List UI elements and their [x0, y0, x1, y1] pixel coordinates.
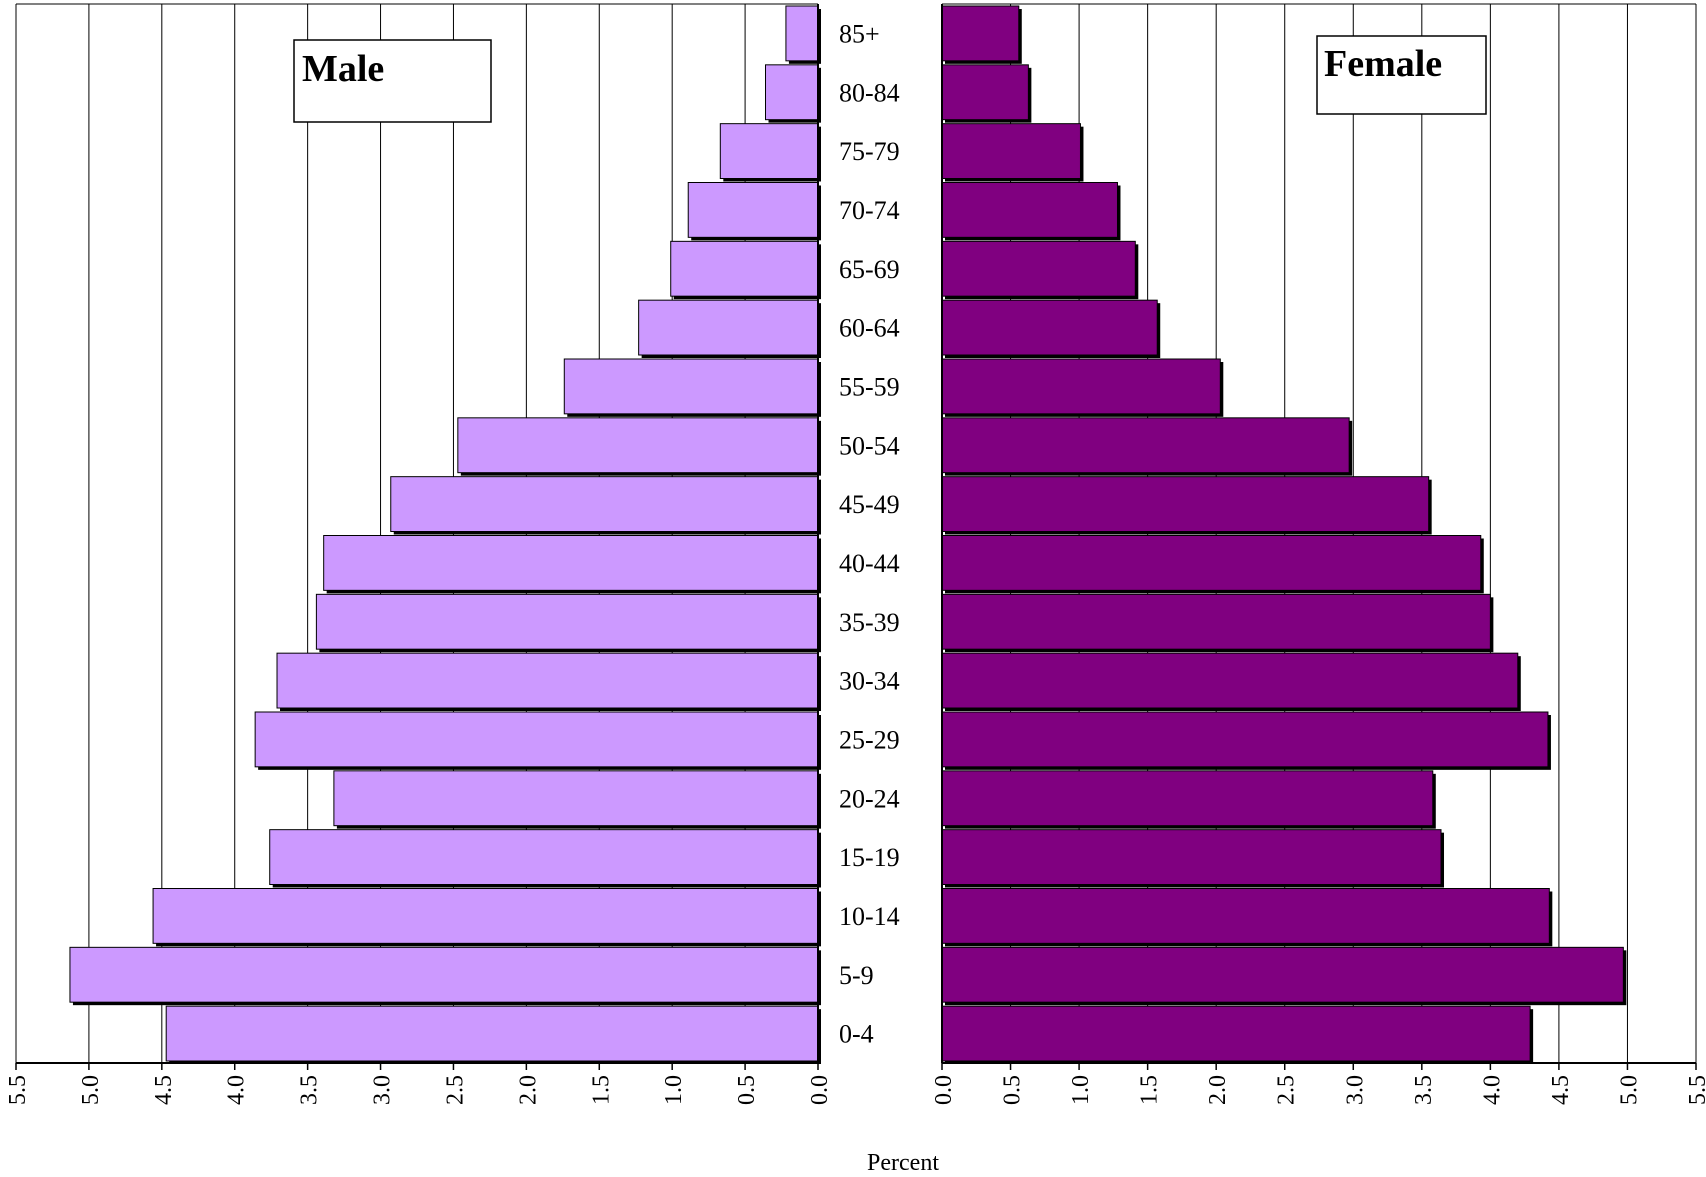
female-bar: [941, 770, 1434, 827]
female-bar: [941, 711, 1549, 768]
male-tick-label: 1.0: [661, 1075, 687, 1105]
female-tick-label: 4.5: [1548, 1075, 1574, 1105]
male-title: Male: [302, 48, 384, 90]
male-tick-label: 5.5: [5, 1075, 31, 1105]
female-bar: [941, 5, 1020, 62]
male-bar: [69, 946, 819, 1003]
male-bar: [719, 123, 819, 179]
age-group-label: 15-19: [839, 843, 900, 872]
female-bar: [941, 182, 1118, 238]
age-group-label: 80-84: [839, 78, 900, 107]
age-group-label: 30-34: [839, 667, 900, 696]
female-bar: [941, 1005, 1531, 1062]
female-bars: [941, 5, 1627, 1064]
male-bars: [69, 5, 822, 1064]
male-x-axis: 0.0 0.5 1.0 1.5 2.0 2.5 3.0 3.5 4.0 4.5 5.0 5.5: [5, 4, 833, 1105]
male-bar: [254, 711, 819, 768]
male-bar: [687, 182, 819, 238]
age-group-label: 20-24: [839, 784, 900, 813]
age-group-label: 10-14: [839, 902, 900, 931]
male-tick-label: 5.0: [78, 1075, 104, 1105]
age-group-label: 0-4: [839, 1020, 874, 1049]
female-title-box: Female: [1316, 35, 1487, 115]
female-tick-label: 5.5: [1685, 1075, 1706, 1105]
age-group-label: 55-59: [839, 372, 900, 401]
male-tick-label: 3.0: [370, 1075, 396, 1105]
female-x-axis: 0.0 0.5 1.0 1.5 2.0 2.5 3.0 3.5 4.0 4.5 5.0 5.5: [931, 4, 1706, 1105]
male-tick-label: 4.5: [151, 1075, 177, 1105]
male-bar: [269, 829, 819, 886]
male-bar: [165, 1005, 819, 1062]
female-panel: 0.0 0.5 1.0 1.5 2.0 2.5 3.0 3.5 4.0 4.5 5.0 5.5 Fem…: [931, 3, 1706, 1105]
male-tick-label: 2.0: [515, 1075, 541, 1105]
male-tick-label: 0.0: [807, 1075, 833, 1105]
female-bar: [941, 593, 1491, 650]
male-bar: [457, 417, 819, 474]
age-group-label: 45-49: [839, 490, 900, 519]
female-bar: [941, 829, 1442, 886]
female-tick-label: 2.0: [1205, 1075, 1231, 1105]
female-bar: [941, 64, 1029, 121]
female-tick-label: 3.0: [1342, 1075, 1368, 1105]
male-bar: [638, 299, 819, 356]
age-group-label: 85+: [839, 19, 880, 48]
female-bar: [941, 535, 1482, 591]
male-bar: [152, 888, 819, 944]
age-group-label: 5-9: [839, 961, 874, 990]
male-panel: 0.0 0.5 1.0 1.5 2.0 2.5 3.0 3.5 4.0 4.5 5.0 5.5 Mal…: [5, 3, 833, 1105]
age-group-label: 40-44: [839, 549, 900, 578]
male-bar: [785, 5, 819, 62]
male-bar: [563, 358, 819, 415]
male-tick-label: 1.5: [588, 1075, 614, 1105]
male-bar: [276, 652, 819, 709]
male-bar: [315, 593, 819, 650]
male-tick-label: 0.5: [734, 1075, 760, 1105]
female-bar: [941, 123, 1081, 179]
age-group-label: 50-54: [839, 431, 900, 460]
age-group-label: 75-79: [839, 137, 900, 166]
male-bar: [765, 64, 819, 121]
age-group-label: 70-74: [839, 196, 900, 225]
male-bar: [323, 535, 819, 591]
female-bar: [941, 299, 1158, 356]
female-bar: [941, 417, 1350, 474]
female-tick-label: 5.0: [1616, 1075, 1642, 1105]
female-bar: [941, 358, 1221, 415]
age-group-label: 35-39: [839, 608, 900, 637]
male-tick-label: 4.0: [224, 1075, 250, 1105]
female-tick-label: 1.0: [1068, 1075, 1094, 1105]
female-tick-label: 2.5: [1274, 1075, 1300, 1105]
female-bar: [941, 652, 1519, 709]
male-bar: [670, 240, 819, 297]
age-group-labels: 85+ 80-84 75-79 70-74 65-69 60-64 55-59 50-54 45…: [839, 19, 900, 1048]
age-group-label: 60-64: [839, 314, 900, 343]
male-bar: [390, 476, 819, 532]
female-title: Female: [1324, 43, 1442, 85]
female-tick-label: 1.5: [1137, 1075, 1163, 1105]
female-bar: [941, 476, 1430, 532]
female-bar: [941, 888, 1550, 944]
female-bar: [941, 946, 1624, 1003]
x-axis-title: Percent: [867, 1150, 939, 1176]
male-tick-label: 3.5: [297, 1075, 323, 1105]
female-tick-label: 3.5: [1411, 1075, 1437, 1105]
female-tick-label: 0.0: [931, 1075, 957, 1105]
female-tick-label: 4.0: [1479, 1075, 1505, 1105]
age-group-label: 25-29: [839, 725, 900, 754]
age-group-label: 65-69: [839, 255, 900, 284]
female-bar: [941, 240, 1136, 297]
male-tick-label: 2.5: [442, 1075, 468, 1105]
male-title-box: Male: [293, 39, 492, 123]
female-tick-label: 0.5: [1000, 1075, 1026, 1105]
male-bar: [333, 770, 819, 827]
